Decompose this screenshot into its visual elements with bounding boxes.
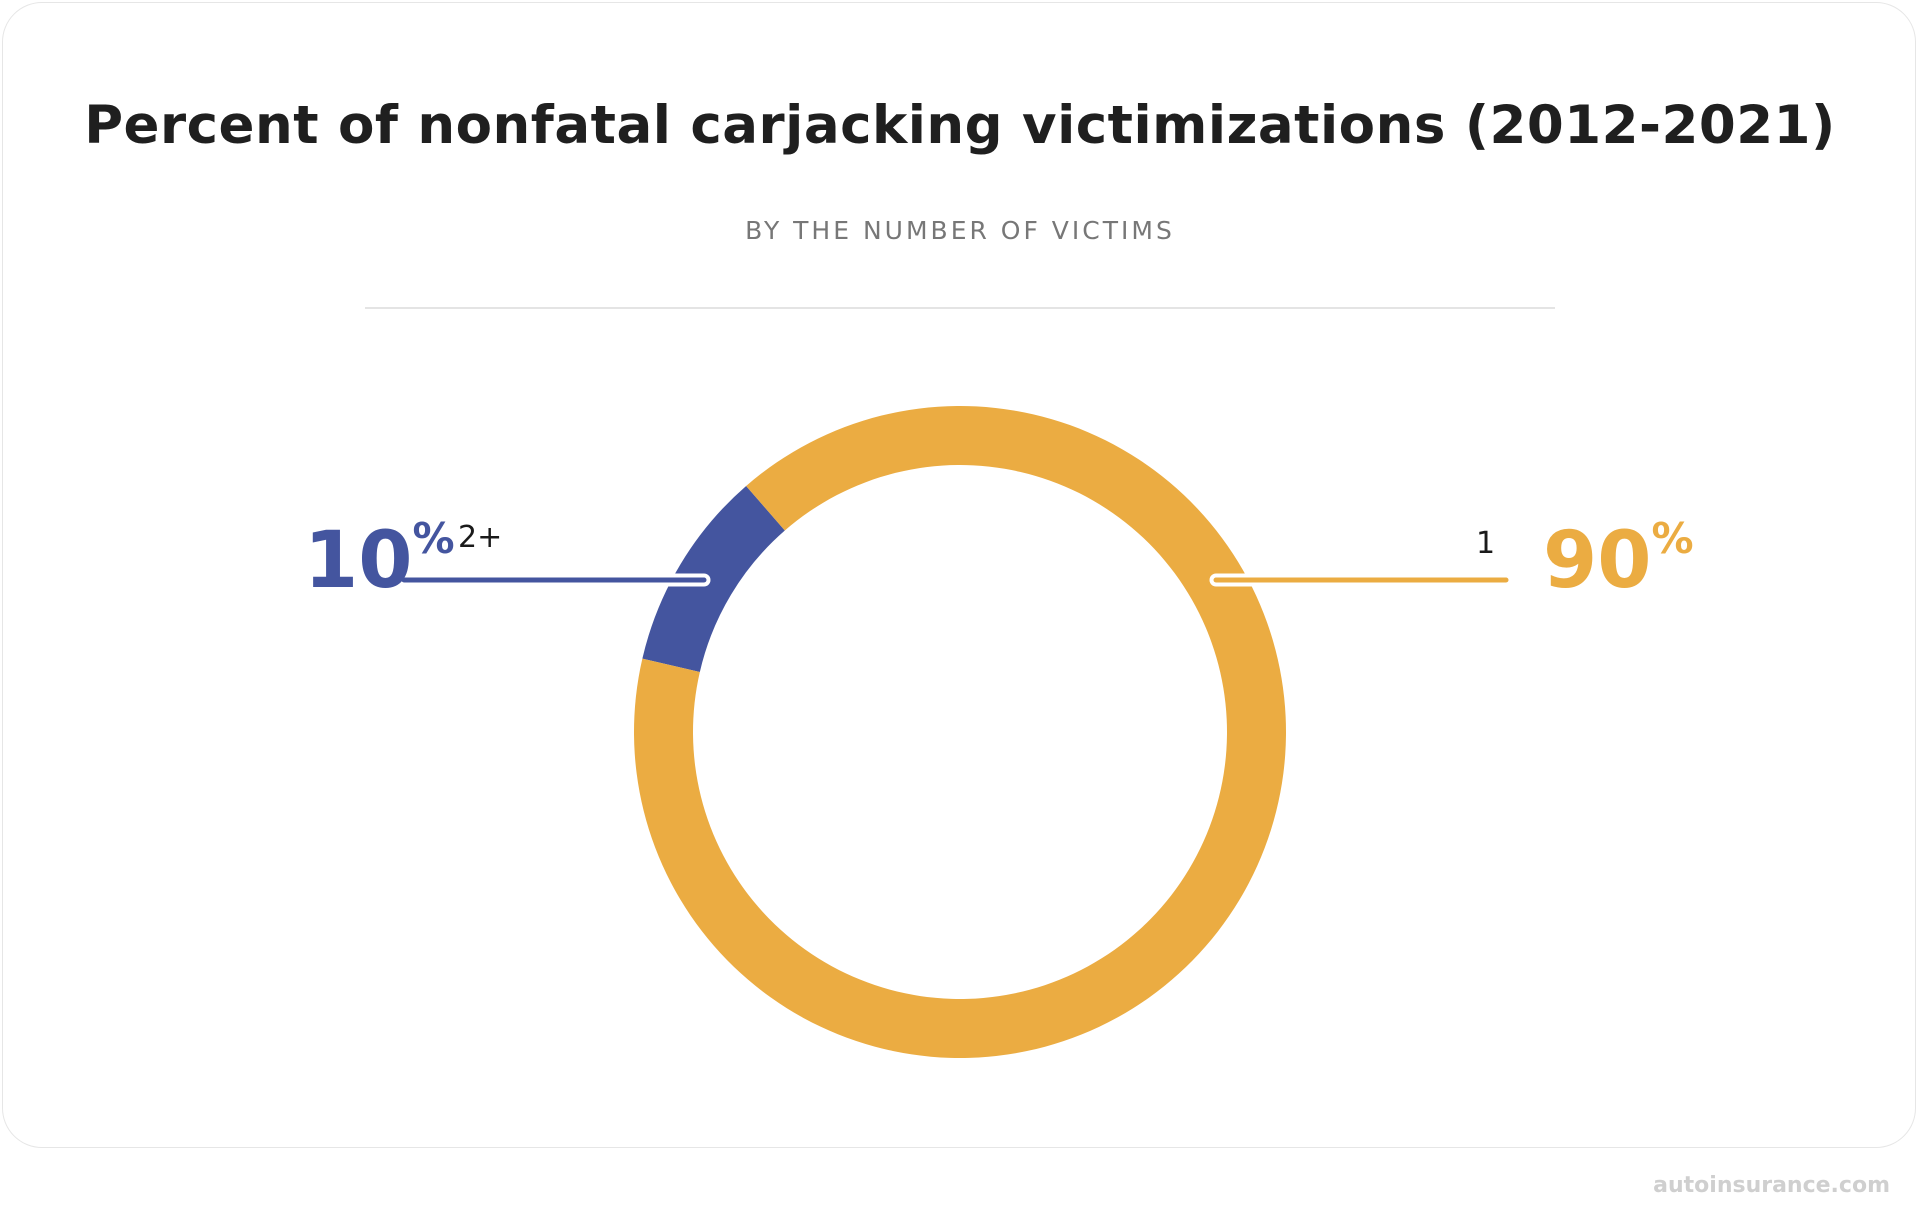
slice-category-label-2plus: 2+ — [458, 520, 503, 555]
slice-value-label-1: 90% — [1543, 514, 1694, 606]
slice-value-label-2plus: 10% — [304, 514, 455, 606]
donut-slice-2plus — [642, 485, 785, 672]
slice-category-label-1: 1 — [1476, 526, 1496, 561]
chart-title: Percent of nonfatal carjacking victimiza… — [84, 95, 1836, 156]
autoinsurance-logo: autoinsurance.com — [1653, 1173, 1890, 1198]
divider — [365, 307, 1555, 309]
chart-subtitle: BY THE NUMBER OF VICTIMS — [745, 216, 1175, 245]
chart-card — [2, 2, 1916, 1148]
